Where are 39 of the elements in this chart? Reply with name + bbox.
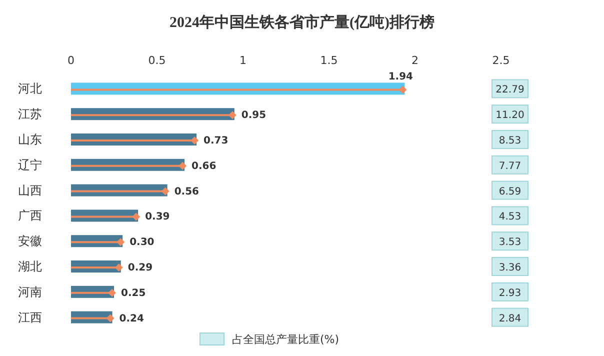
data-label: 3.53 bbox=[498, 237, 522, 248]
data-label: 7.77 bbox=[498, 160, 522, 172]
x-tick-label: 0 bbox=[68, 54, 74, 67]
y-tick-label: 山东 bbox=[18, 132, 42, 146]
data-label: 1.94 bbox=[388, 72, 414, 83]
data-label: 2.93 bbox=[498, 288, 522, 299]
y-tick-label: 河北 bbox=[18, 82, 42, 96]
data-label: 0.56 bbox=[174, 186, 200, 198]
y-tick-label: 广西 bbox=[18, 208, 42, 223]
legend-label: 占全国总产量比重(%) bbox=[232, 333, 340, 346]
y-tick-label: 山西 bbox=[18, 183, 42, 198]
y-tick-label: 辽宁 bbox=[18, 158, 42, 172]
data-label: 6.59 bbox=[498, 186, 522, 198]
y-tick-label: 河南 bbox=[18, 284, 42, 299]
x-tick-label: 2 bbox=[412, 54, 418, 67]
data-label: 0.73 bbox=[204, 136, 228, 146]
data-label: 3.36 bbox=[498, 262, 522, 274]
data-label: 11.20 bbox=[496, 110, 524, 122]
data-label: 0.39 bbox=[145, 212, 170, 223]
data-label: 2.84 bbox=[498, 313, 522, 324]
x-tick-label: 1 bbox=[240, 54, 246, 67]
data-label: 22.79 bbox=[496, 84, 524, 96]
x-tick-label: 1.5 bbox=[320, 54, 338, 67]
data-label: 0.29 bbox=[128, 262, 153, 274]
x-tick-label: 2.5 bbox=[492, 54, 510, 67]
data-label: 0.66 bbox=[192, 160, 216, 172]
data-label: 4.53 bbox=[498, 212, 522, 223]
data-label: 8.53 bbox=[498, 136, 522, 146]
y-tick-label: 江西 bbox=[18, 310, 42, 324]
data-label: 0.24 bbox=[119, 313, 144, 324]
y-tick-label: 湖北 bbox=[18, 260, 42, 274]
x-tick-label: 0.5 bbox=[148, 54, 166, 67]
y-tick-label: 江苏 bbox=[18, 107, 42, 122]
chart-title: 2024年中国生铁各省市产量(亿吨)排行榜 bbox=[170, 13, 434, 31]
y-tick-label: 安徽 bbox=[18, 234, 42, 248]
data-label: 0.30 bbox=[130, 237, 154, 248]
legend: 占全国总产量比重(%) bbox=[200, 332, 340, 346]
data-label: 0.95 bbox=[241, 110, 266, 122]
data-label: 0.25 bbox=[121, 288, 146, 299]
